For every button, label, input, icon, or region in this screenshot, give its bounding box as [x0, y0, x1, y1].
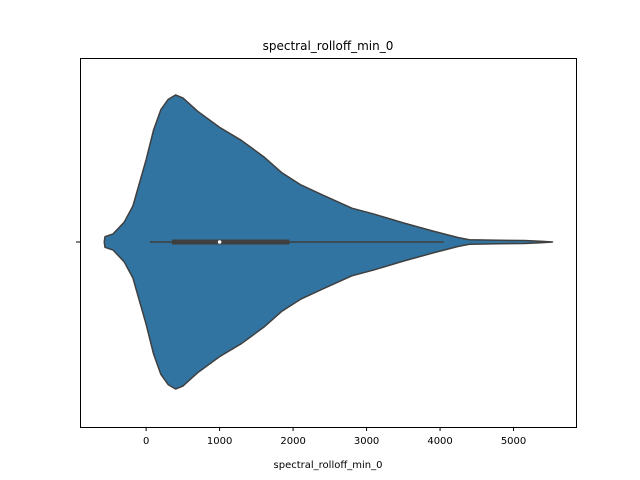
x-axis-label: spectral_rolloff_min_0	[274, 460, 383, 471]
plot-area	[103, 94, 554, 390]
x-tick-label: 0	[143, 436, 149, 447]
plot-frame	[80, 58, 577, 428]
x-tick-label: 5000	[501, 436, 526, 447]
chart-title: spectral_rolloff_min_0	[263, 39, 394, 53]
x-tick-label: 1000	[207, 436, 232, 447]
x-tick-label: 2000	[280, 436, 305, 447]
x-tick-label: 4000	[427, 436, 452, 447]
median-point	[217, 240, 222, 244]
x-tick-label: 3000	[354, 436, 379, 447]
x-axis: 0 1000 2000 3000 4000 5000	[143, 427, 526, 447]
